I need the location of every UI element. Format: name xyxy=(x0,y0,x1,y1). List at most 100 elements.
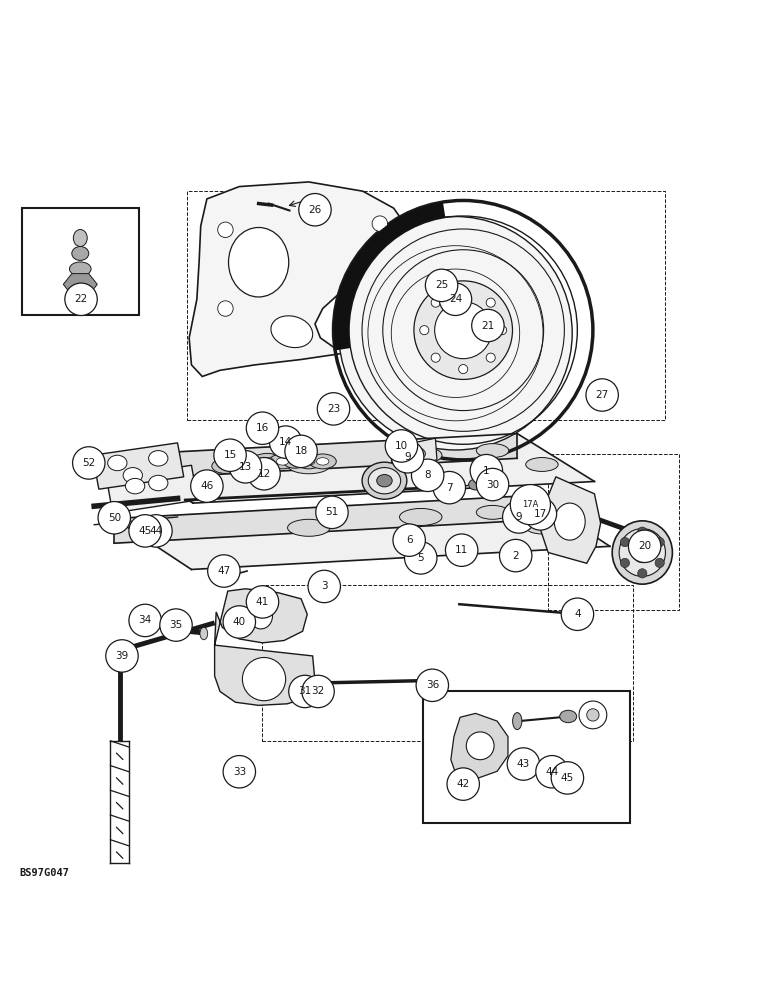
Text: 42: 42 xyxy=(456,779,470,789)
Ellipse shape xyxy=(290,458,300,465)
Ellipse shape xyxy=(73,230,87,247)
Ellipse shape xyxy=(271,316,313,348)
Circle shape xyxy=(223,756,256,788)
Text: 45: 45 xyxy=(138,526,152,536)
Circle shape xyxy=(431,298,440,307)
Text: 4: 4 xyxy=(574,609,581,619)
Ellipse shape xyxy=(276,458,289,465)
Circle shape xyxy=(551,762,584,794)
Ellipse shape xyxy=(260,457,274,465)
Circle shape xyxy=(140,515,172,547)
Ellipse shape xyxy=(612,521,672,584)
Polygon shape xyxy=(391,438,437,469)
Ellipse shape xyxy=(125,478,145,494)
Circle shape xyxy=(620,558,629,568)
Bar xyxy=(22,208,139,315)
Circle shape xyxy=(385,430,418,462)
Text: 11: 11 xyxy=(455,545,469,555)
Circle shape xyxy=(391,441,424,473)
Text: 45: 45 xyxy=(560,773,574,783)
Text: 36: 36 xyxy=(425,680,439,690)
Ellipse shape xyxy=(283,455,306,468)
Circle shape xyxy=(65,283,97,315)
Circle shape xyxy=(447,768,479,800)
Circle shape xyxy=(655,558,665,568)
Ellipse shape xyxy=(123,468,142,483)
Polygon shape xyxy=(63,274,97,295)
Ellipse shape xyxy=(148,451,168,466)
Circle shape xyxy=(499,539,532,572)
Ellipse shape xyxy=(302,686,313,694)
Text: 16: 16 xyxy=(256,423,269,433)
Text: 33: 33 xyxy=(232,767,246,777)
Circle shape xyxy=(524,498,557,530)
Circle shape xyxy=(507,748,540,780)
Text: 26: 26 xyxy=(308,205,322,215)
Text: 21: 21 xyxy=(481,321,495,331)
Ellipse shape xyxy=(368,468,401,494)
Circle shape xyxy=(316,496,348,529)
Text: 3: 3 xyxy=(321,581,327,591)
Circle shape xyxy=(191,470,223,502)
Circle shape xyxy=(420,326,428,335)
Circle shape xyxy=(416,669,449,701)
Circle shape xyxy=(73,447,105,479)
Text: 44: 44 xyxy=(149,526,163,536)
Circle shape xyxy=(476,468,509,501)
Circle shape xyxy=(470,454,503,487)
Ellipse shape xyxy=(245,459,259,467)
Circle shape xyxy=(459,287,468,296)
Circle shape xyxy=(405,542,437,574)
Text: 24: 24 xyxy=(449,294,462,304)
Ellipse shape xyxy=(72,247,89,260)
Circle shape xyxy=(308,570,340,603)
Ellipse shape xyxy=(574,611,587,621)
Text: BS97G047: BS97G047 xyxy=(19,868,69,878)
Ellipse shape xyxy=(232,612,246,623)
Text: 46: 46 xyxy=(200,481,214,491)
Text: 9: 9 xyxy=(405,452,411,462)
Ellipse shape xyxy=(633,542,652,563)
Circle shape xyxy=(498,326,506,335)
Polygon shape xyxy=(93,443,184,489)
Circle shape xyxy=(98,502,130,534)
Circle shape xyxy=(339,217,572,450)
Ellipse shape xyxy=(224,457,252,472)
Text: 2: 2 xyxy=(513,551,519,561)
Ellipse shape xyxy=(554,503,585,540)
Ellipse shape xyxy=(403,548,415,557)
Circle shape xyxy=(536,756,568,788)
Text: 12: 12 xyxy=(257,469,271,479)
Polygon shape xyxy=(114,495,610,569)
Circle shape xyxy=(628,530,661,563)
Ellipse shape xyxy=(400,447,442,464)
Circle shape xyxy=(233,762,245,775)
Text: 10: 10 xyxy=(394,441,408,451)
Circle shape xyxy=(655,537,665,547)
Circle shape xyxy=(466,732,494,760)
Text: 50: 50 xyxy=(107,513,121,523)
Ellipse shape xyxy=(604,397,615,406)
Polygon shape xyxy=(451,713,508,779)
Text: 30: 30 xyxy=(486,480,499,490)
Ellipse shape xyxy=(525,512,537,522)
Polygon shape xyxy=(540,477,601,563)
Ellipse shape xyxy=(232,461,244,468)
Ellipse shape xyxy=(402,447,425,461)
Polygon shape xyxy=(107,465,198,513)
Text: 47: 47 xyxy=(217,566,231,576)
Circle shape xyxy=(411,459,444,492)
Ellipse shape xyxy=(526,458,558,471)
Ellipse shape xyxy=(476,505,509,519)
Circle shape xyxy=(129,515,161,547)
Circle shape xyxy=(433,471,466,504)
Circle shape xyxy=(393,524,425,556)
Circle shape xyxy=(638,569,647,578)
Ellipse shape xyxy=(377,475,392,487)
Ellipse shape xyxy=(488,484,500,494)
Circle shape xyxy=(638,527,647,536)
Ellipse shape xyxy=(428,677,440,692)
Text: 17: 17 xyxy=(533,509,547,519)
Ellipse shape xyxy=(411,538,423,547)
Ellipse shape xyxy=(249,603,273,629)
